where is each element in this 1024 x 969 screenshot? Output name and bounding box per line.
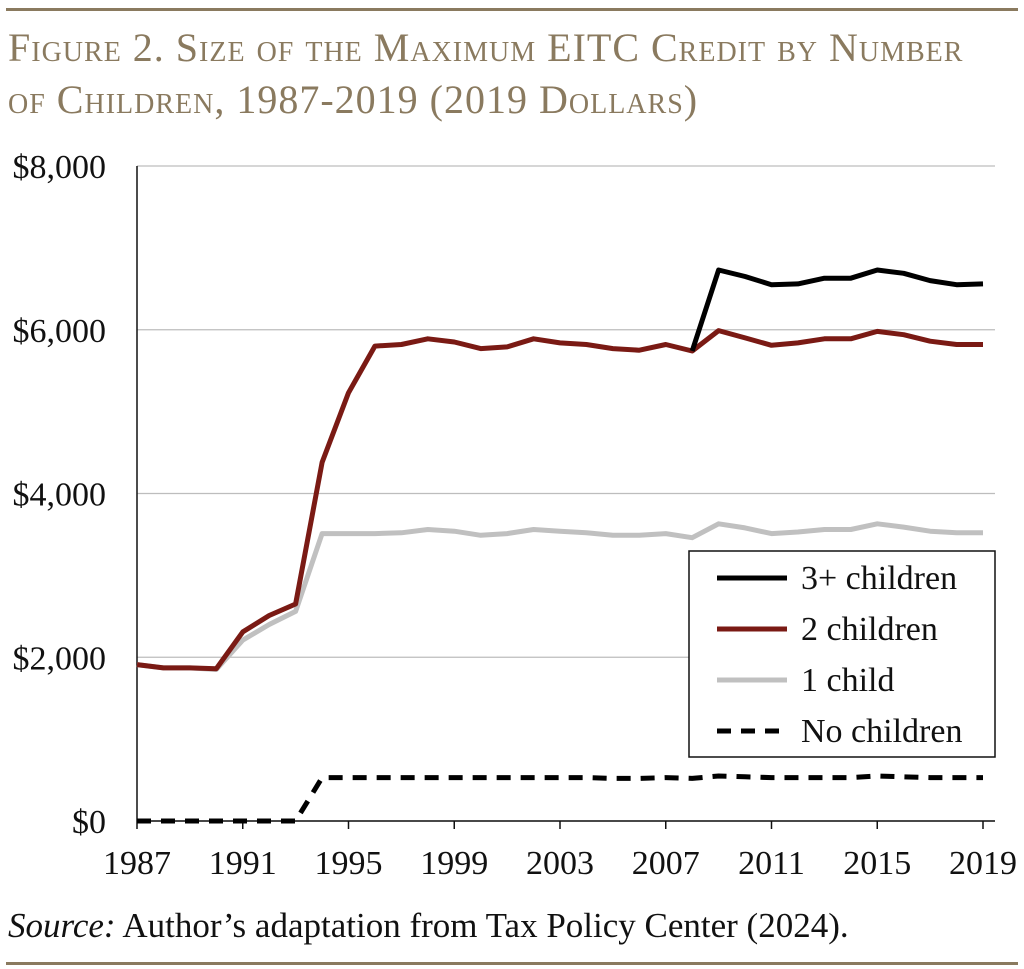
y-tick-label: $4,000 — [13, 477, 107, 514]
legend: 3+ children 2 children 1 child No children — [688, 550, 996, 758]
x-axis-tick-labels: 1987 1991 1995 1999 2003 2007 2011 2015 2019 — [103, 821, 1017, 882]
x-tick-label: 2011 — [738, 845, 805, 882]
figure-title: Figure 2. Size of the Maximum EITC Credi… — [8, 25, 964, 122]
y-tick-label: $6,000 — [13, 313, 107, 350]
legend-label-three-plus: 3+ children — [801, 560, 957, 597]
y-tick-label: $8,000 — [13, 149, 107, 186]
series-line-two — [136, 328, 983, 672]
line-chart: $0$2,000$4,000$6,000$8,000 1987 1991 1995 1… — [13, 149, 1018, 882]
x-tick-label: 1991 — [209, 845, 277, 882]
y-tick-label: $2,000 — [13, 640, 107, 677]
top-rule — [6, 8, 1018, 11]
source-note: Source: Author’s adaptation from Tax Pol… — [8, 906, 849, 946]
x-tick-label: 2015 — [843, 845, 911, 882]
series-line-none — [137, 773, 983, 824]
x-tick-label: 1987 — [103, 845, 171, 882]
legend-label-two: 2 children — [801, 611, 938, 648]
legend-label-one: 1 child — [801, 662, 894, 699]
bottom-rule — [6, 962, 1018, 965]
x-tick-label: 1995 — [315, 845, 383, 882]
series-lines — [136, 267, 984, 824]
legend-label-none: No children — [801, 713, 962, 750]
x-tick-label: 2007 — [632, 845, 700, 882]
series-line-one — [136, 521, 983, 672]
x-tick-label: 2019 — [949, 845, 1017, 882]
source-label: Source: — [8, 906, 116, 945]
x-tick-label: 2003 — [526, 845, 594, 882]
source-text: Author’s adaptation from Tax Policy Cent… — [115, 906, 849, 945]
y-tick-label: $0 — [72, 804, 106, 841]
legend-box — [688, 550, 996, 758]
y-axis-tick-labels: $0 $2,000 $4,000 $6,000 $8,000 — [13, 149, 107, 841]
series-line-three-plus — [689, 267, 984, 352]
x-tick-label: 1999 — [420, 845, 488, 882]
gridlines — [136, 165, 995, 822]
